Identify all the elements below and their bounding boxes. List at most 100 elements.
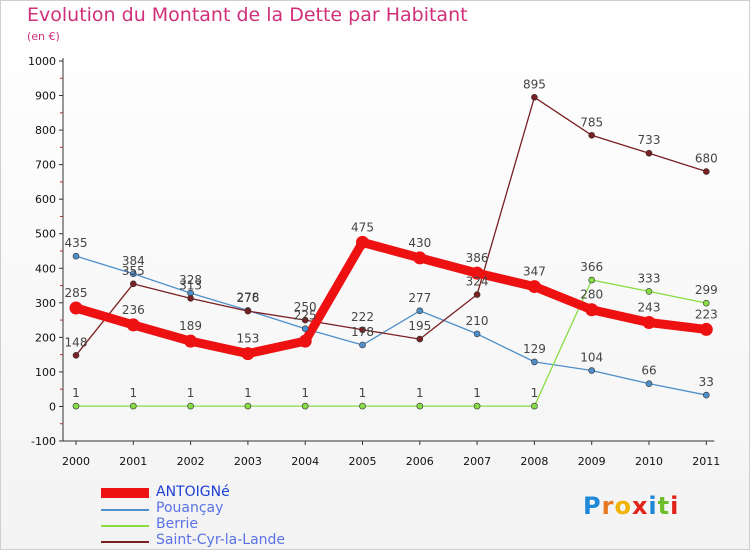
data-label: 384 bbox=[122, 254, 145, 268]
data-point bbox=[130, 270, 137, 278]
data-label: 210 bbox=[466, 314, 489, 328]
series-labels: 435 384 328 278 225 178 277 210 129 104 66 33 1 1 1 1 1 1… bbox=[65, 77, 718, 400]
data-point bbox=[244, 307, 252, 315]
legend-label: Berrie bbox=[156, 516, 198, 532]
data-label: 225 bbox=[294, 309, 317, 323]
data-point bbox=[301, 402, 309, 410]
y-tick-label: 200 bbox=[35, 331, 56, 344]
data-point bbox=[126, 318, 140, 332]
x-tick-label: 2007 bbox=[463, 455, 491, 468]
data-point bbox=[588, 131, 596, 139]
y-tick-label: 600 bbox=[35, 193, 56, 206]
data-label: 895 bbox=[523, 77, 546, 91]
x-tick-label: 2010 bbox=[635, 455, 663, 468]
x-tick-label: 2004 bbox=[291, 455, 319, 468]
line-chart: -100 0 100 200 300 400 500 600 700 800 900 1000 2000… bbox=[28, 55, 720, 468]
data-point bbox=[301, 316, 309, 324]
y-tick-label: 800 bbox=[35, 124, 56, 137]
x-tick-label: 2001 bbox=[119, 455, 147, 468]
data-label: 785 bbox=[580, 115, 603, 129]
data-label: 129 bbox=[523, 342, 546, 356]
data-point bbox=[356, 235, 369, 249]
legend-swatch bbox=[101, 509, 149, 511]
data-point bbox=[187, 402, 194, 410]
data-point bbox=[187, 295, 194, 302]
data-point bbox=[645, 288, 653, 295]
data-label: 475 bbox=[351, 220, 374, 234]
data-point bbox=[241, 347, 255, 361]
data-point bbox=[359, 341, 366, 349]
series-line-2 bbox=[75, 279, 707, 407]
data-label: 324 bbox=[466, 275, 489, 289]
data-point bbox=[585, 303, 599, 317]
data-label: 178 bbox=[351, 325, 374, 339]
series-points bbox=[69, 93, 713, 410]
legend-label: Pouançay bbox=[156, 500, 224, 516]
data-label: 347 bbox=[523, 265, 546, 279]
x-tick-label: 2000 bbox=[62, 455, 90, 468]
y-tick-label: -100 bbox=[31, 435, 56, 448]
data-point bbox=[531, 402, 538, 410]
data-point bbox=[527, 280, 541, 294]
data-label: 733 bbox=[638, 133, 661, 147]
data-point bbox=[359, 402, 366, 410]
data-label: 236 bbox=[122, 303, 145, 317]
data-label: 430 bbox=[408, 236, 431, 250]
x-tick-label: 2011 bbox=[692, 455, 720, 468]
series-line-1 bbox=[75, 255, 707, 396]
data-label: 104 bbox=[580, 351, 603, 365]
data-label: 328 bbox=[179, 273, 202, 287]
data-label: 153 bbox=[236, 332, 259, 346]
legend-swatch bbox=[101, 488, 149, 498]
data-point bbox=[473, 402, 481, 410]
data-label: 243 bbox=[638, 301, 661, 315]
data-point bbox=[470, 266, 484, 280]
x-tick-label: 2008 bbox=[520, 455, 548, 468]
legend-label: ANTOIGNé bbox=[156, 484, 230, 500]
data-point bbox=[531, 93, 538, 101]
data-label: 195 bbox=[408, 319, 431, 333]
series-line-0 bbox=[71, 237, 711, 359]
y-tick-label: 1000 bbox=[28, 55, 56, 68]
data-label: 1 bbox=[244, 386, 252, 400]
legend-label: Saint-Cyr-la-Lande bbox=[156, 532, 286, 548]
x-tick-label: 2005 bbox=[349, 455, 377, 468]
data-label: 222 bbox=[351, 310, 374, 324]
data-label: 333 bbox=[638, 271, 661, 285]
chart-subtitle: (en €) bbox=[27, 30, 60, 43]
data-label: 280 bbox=[580, 288, 603, 302]
data-label: 33 bbox=[699, 375, 714, 389]
data-label: 1 bbox=[129, 386, 137, 400]
x-tick-label: 2003 bbox=[234, 455, 262, 468]
data-point bbox=[702, 168, 710, 175]
data-label: 386 bbox=[466, 251, 489, 265]
data-point bbox=[416, 402, 424, 410]
y-tick-label: 500 bbox=[35, 228, 56, 241]
data-point bbox=[531, 358, 538, 366]
y-tick-label: 700 bbox=[35, 159, 56, 172]
y-tick-label: 900 bbox=[35, 90, 56, 103]
legend-swatch bbox=[101, 541, 149, 543]
data-label: 435 bbox=[65, 236, 88, 250]
data-label: 1 bbox=[359, 386, 367, 400]
data-label: 250 bbox=[294, 300, 317, 314]
data-point bbox=[416, 307, 424, 315]
series-lines bbox=[71, 96, 711, 407]
proxiti-logo: Proxiti bbox=[583, 492, 680, 520]
data-point bbox=[72, 352, 80, 359]
data-point bbox=[645, 149, 653, 157]
data-label: 355 bbox=[122, 264, 145, 278]
data-label: 1 bbox=[473, 386, 481, 400]
x-tick-label: 2002 bbox=[177, 455, 205, 468]
data-label: 285 bbox=[65, 286, 88, 300]
data-point bbox=[473, 291, 481, 298]
data-point bbox=[588, 276, 596, 284]
data-label: 223 bbox=[695, 307, 718, 321]
data-label: 276 bbox=[236, 291, 259, 305]
data-label: 278 bbox=[236, 290, 259, 304]
data-label: 148 bbox=[65, 335, 88, 349]
data-label: 313 bbox=[179, 278, 202, 292]
y-tick-label: 400 bbox=[35, 262, 56, 275]
data-point bbox=[642, 316, 656, 330]
